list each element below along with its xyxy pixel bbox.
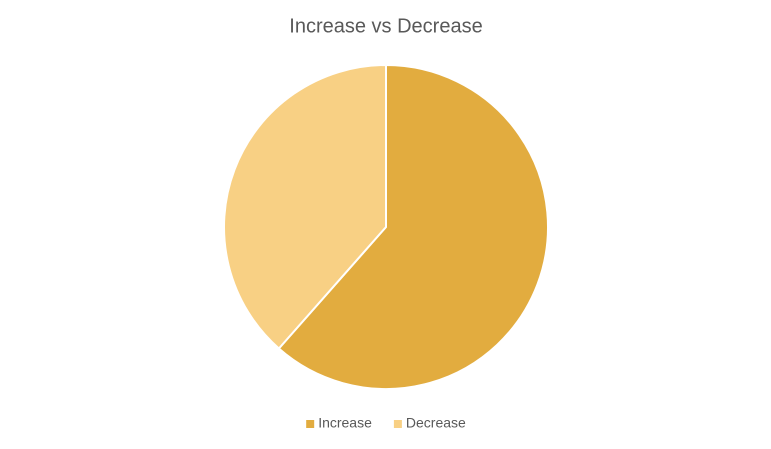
legend-label: Increase <box>318 415 372 431</box>
pie-slice <box>223 63 387 350</box>
legend-marker <box>306 420 315 428</box>
legend-label: Decrease <box>406 415 466 431</box>
chart-title: Increase vs Decrease <box>289 15 482 37</box>
pie-slice <box>277 63 549 390</box>
legend-marker <box>393 420 402 428</box>
